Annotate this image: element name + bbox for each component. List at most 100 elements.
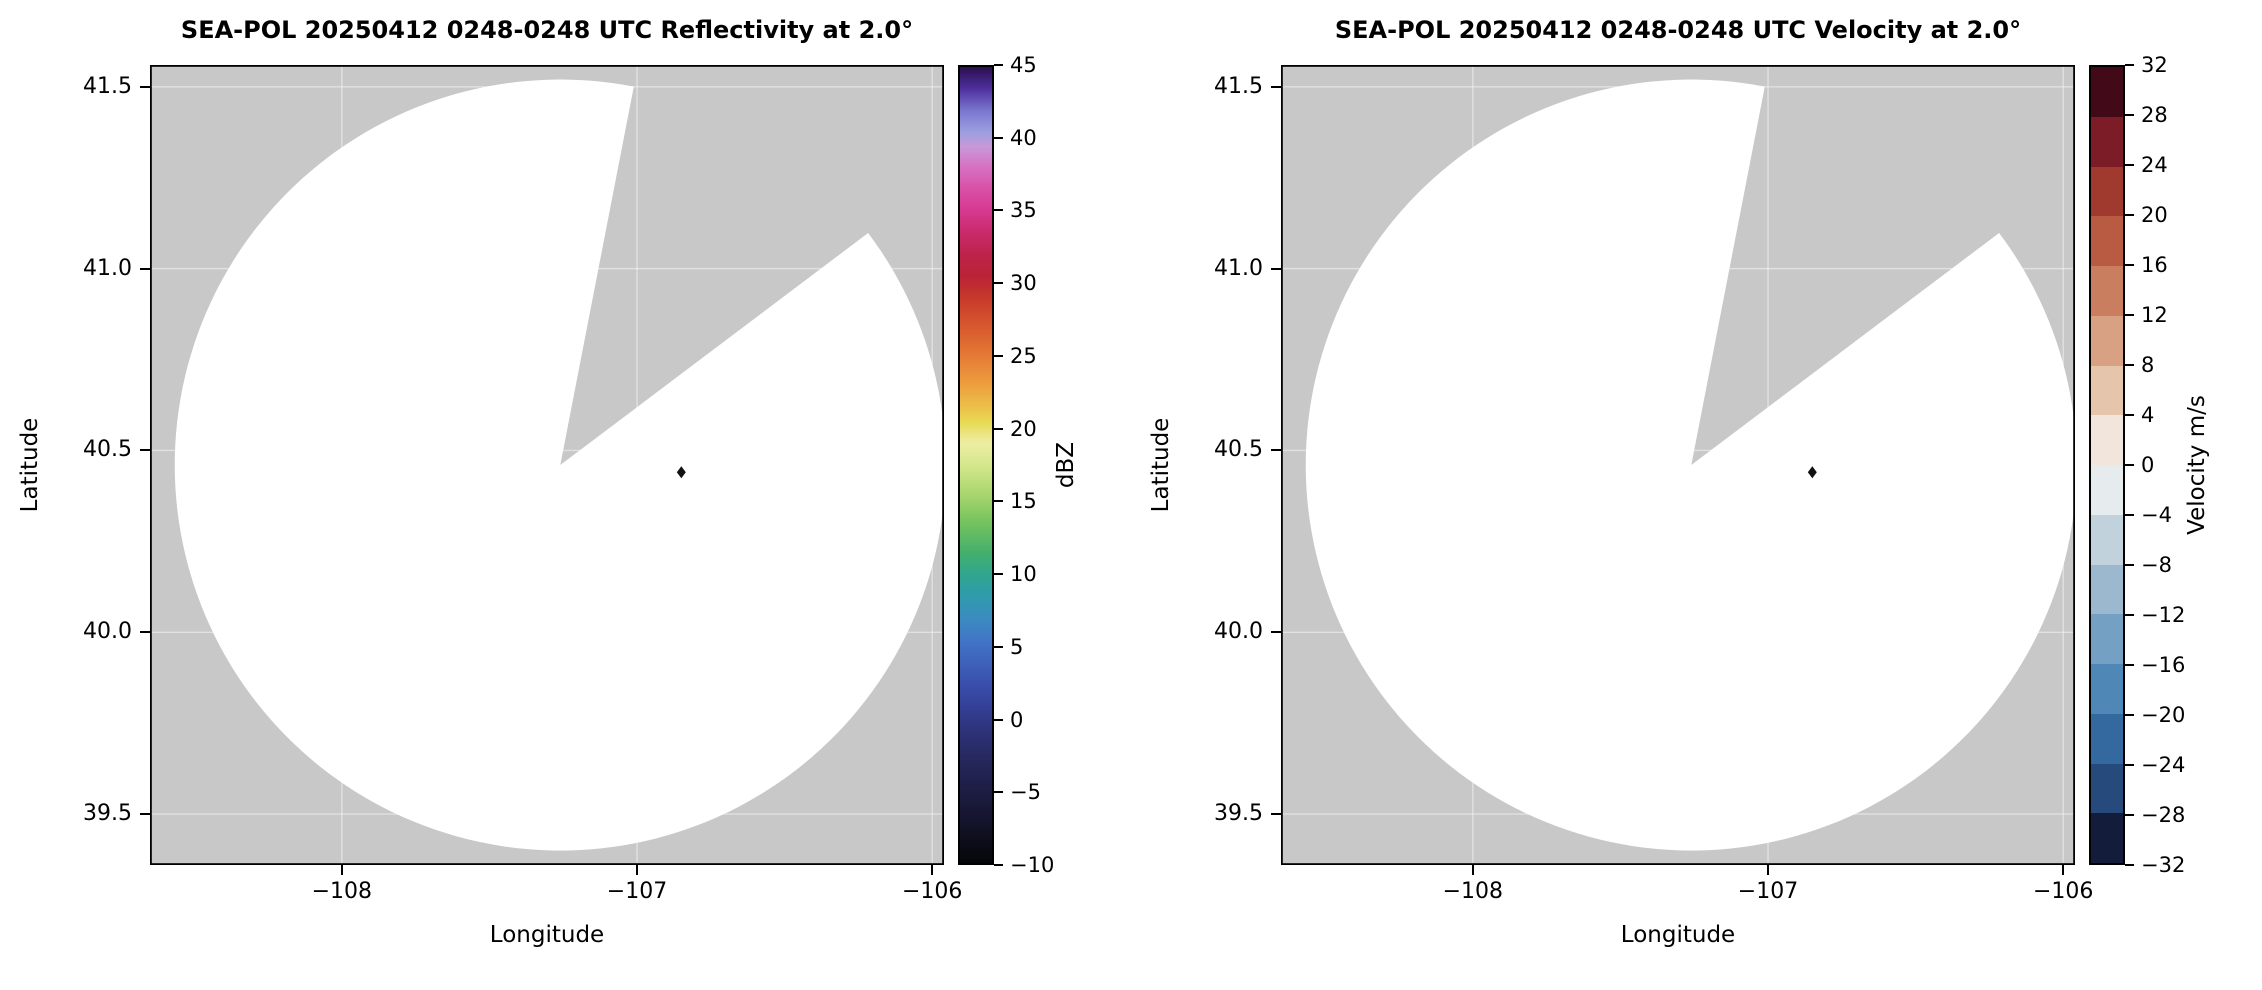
x-tick-label: −108 <box>1442 879 1504 904</box>
y-tick-mark <box>1271 813 1281 816</box>
y-axis-label: Latitude <box>17 417 43 513</box>
colorbar-tick-mark <box>994 282 1003 285</box>
colorbar-tick-mark <box>2125 314 2134 316</box>
colorbar-tick-label: −4 <box>2141 503 2172 527</box>
colorbar-segment <box>2091 465 2123 515</box>
colorbar-tick-mark <box>2125 764 2134 766</box>
colorbar-segment <box>2091 564 2123 615</box>
y-tick-mark <box>140 631 150 634</box>
y-tick-label: 41.0 <box>83 255 132 281</box>
colorbar-segment <box>2091 713 2123 764</box>
colorbar-tick-label: −5 <box>1010 780 1041 805</box>
reflectivity-title: SEA-POL 20250412 0248-0248 UTC Reflectiv… <box>180 16 914 44</box>
colorbar-tick-mark <box>2125 164 2134 166</box>
colorbar-tick-label: 8 <box>2141 353 2155 377</box>
colorbar-tick-mark <box>994 791 1003 794</box>
colorbar-segment <box>2091 216 2123 266</box>
colorbar-tick-label: 40 <box>1010 125 1037 150</box>
colorbar-tick-label: 24 <box>2141 153 2168 177</box>
colorbar-tick-label: 0 <box>1010 707 1024 732</box>
colorbar-segment <box>2091 614 2123 664</box>
colorbar-segment <box>2091 67 2123 117</box>
reflectivity-plot-area <box>150 65 944 865</box>
colorbar-tick-mark <box>994 64 1003 66</box>
colorbar-tick-mark <box>2125 714 2134 716</box>
colorbar-tick-mark <box>2125 614 2134 616</box>
colorbar-tick-label: 28 <box>2141 103 2168 127</box>
colorbar-tick-mark <box>994 209 1003 212</box>
x-tick-label: −107 <box>606 879 668 904</box>
colorbar-segment <box>2091 315 2123 366</box>
y-tick-label: 39.5 <box>83 801 132 827</box>
colorbar-tick-mark <box>2125 864 2134 866</box>
y-tick-label: 40.5 <box>83 437 132 463</box>
colorbar-tick-label: 16 <box>2141 253 2168 277</box>
y-tick-label: 40.5 <box>1214 437 1263 463</box>
colorbar-tick-mark <box>994 500 1003 503</box>
colorbar-tick-label: 5 <box>1010 634 1024 659</box>
reflectivity-panel: SEA-POL 20250412 0248-0248 UTC Reflectiv… <box>17 16 1079 948</box>
y-tick-mark <box>1271 631 1281 634</box>
colorbar-tick-label: −28 <box>2141 803 2186 827</box>
y-tick-mark <box>140 813 150 816</box>
x-axis-label: Longitude <box>489 922 605 948</box>
colorbar-tick-mark <box>994 136 1003 139</box>
x-tick-mark <box>1767 865 1770 875</box>
colorbar-tick-mark <box>994 645 1003 648</box>
colorbar-tick-label: 25 <box>1010 343 1037 368</box>
colorbar-segment <box>2091 166 2123 217</box>
colorbar-segment <box>2091 514 2123 565</box>
x-tick-label: −106 <box>901 879 963 904</box>
x-tick-mark <box>2062 865 2065 875</box>
y-tick-mark <box>1271 449 1281 452</box>
x-tick-label: −107 <box>1737 879 1799 904</box>
colorbar-tick-mark <box>994 718 1003 721</box>
colorbar-tick-label: −20 <box>2141 703 2186 727</box>
y-tick-label: 40.0 <box>83 619 132 645</box>
colorbar-tick-label: 12 <box>2141 303 2168 327</box>
radar-location-marker <box>1807 466 1817 479</box>
y-tick-label: 39.5 <box>1214 801 1263 827</box>
colorbar-tick-mark <box>994 864 1003 866</box>
colorbar-segment <box>2091 365 2123 416</box>
velocity-colorbar <box>2089 65 2125 865</box>
colorbar-tick-mark <box>994 427 1003 430</box>
colorbar-segment <box>2091 116 2123 167</box>
colorbar-tick-label: 20 <box>1010 416 1037 441</box>
radar-scan-area <box>1305 79 2075 851</box>
x-tick-mark <box>636 865 639 875</box>
y-axis-label: Latitude <box>1148 417 1174 513</box>
colorbar-tick-label: 10 <box>1010 562 1037 587</box>
colorbar-label-dbz: dBZ <box>1053 441 1079 489</box>
colorbar-tick-label: 20 <box>2141 203 2168 227</box>
colorbar-tick-mark <box>2125 414 2134 416</box>
colorbar-tick-mark <box>2125 514 2134 516</box>
colorbar-tick-mark <box>2125 464 2134 466</box>
colorbar-tick-label: 0 <box>2141 453 2155 477</box>
colorbar-tick-mark <box>2125 564 2134 566</box>
x-axis-label: Longitude <box>1620 922 1736 948</box>
x-tick-mark <box>1471 865 1474 875</box>
colorbar-tick-label: 45 <box>1010 53 1037 77</box>
colorbar-tick-mark <box>2125 664 2134 666</box>
x-tick-mark <box>931 865 934 875</box>
colorbar-tick-label: 35 <box>1010 198 1037 223</box>
colorbar-tick-label: 15 <box>1010 489 1037 514</box>
colorbar-tick-label: −8 <box>2141 553 2172 577</box>
y-tick-mark <box>140 449 150 452</box>
y-tick-label: 41.0 <box>1214 255 1263 281</box>
y-tick-label: 41.5 <box>83 73 132 99</box>
colorbar-tick-mark <box>2125 364 2134 366</box>
velocity-plot-area <box>1281 65 2075 865</box>
colorbar-tick-label: −12 <box>2141 603 2186 627</box>
reflectivity-radar-scan <box>150 65 944 865</box>
x-tick-label: −106 <box>2032 879 2094 904</box>
colorbar-tick-mark <box>2125 114 2134 116</box>
y-tick-mark <box>140 267 150 270</box>
y-tick-label: 41.5 <box>1214 73 1263 99</box>
colorbar-tick-label: −16 <box>2141 653 2186 677</box>
colorbar-tick-mark <box>2125 814 2134 816</box>
colorbar-tick-label: 30 <box>1010 271 1037 296</box>
colorbar-segment <box>2091 813 2123 863</box>
